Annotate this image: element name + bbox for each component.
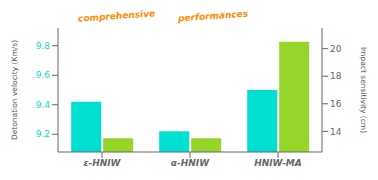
svg-text:14: 14	[330, 127, 342, 137]
svg-text:9.6: 9.6	[36, 70, 51, 80]
svg-text:9.2: 9.2	[36, 129, 50, 139]
svg-text:9.4: 9.4	[36, 100, 51, 110]
svg-text:HNIW-MA: HNIW-MA	[254, 158, 302, 168]
svg-text:9.8: 9.8	[36, 41, 51, 51]
svg-text:ε-HNIW: ε-HNIW	[83, 158, 121, 168]
html-text:comprehensive: comprehensive	[77, 8, 156, 24]
svg-text:Impact sensitivity (cm): Impact sensitivity (cm)	[359, 47, 368, 133]
svg-text:Detonation velocity (Km/s): Detonation velocity (Km/s)	[10, 40, 19, 140]
html-text:performances: performances	[177, 8, 249, 24]
svg-text:α-HNIW: α-HNIW	[171, 158, 210, 168]
svg-text:18: 18	[330, 71, 342, 81]
svg-text:16: 16	[330, 99, 342, 109]
svg-text:20: 20	[330, 44, 342, 54]
